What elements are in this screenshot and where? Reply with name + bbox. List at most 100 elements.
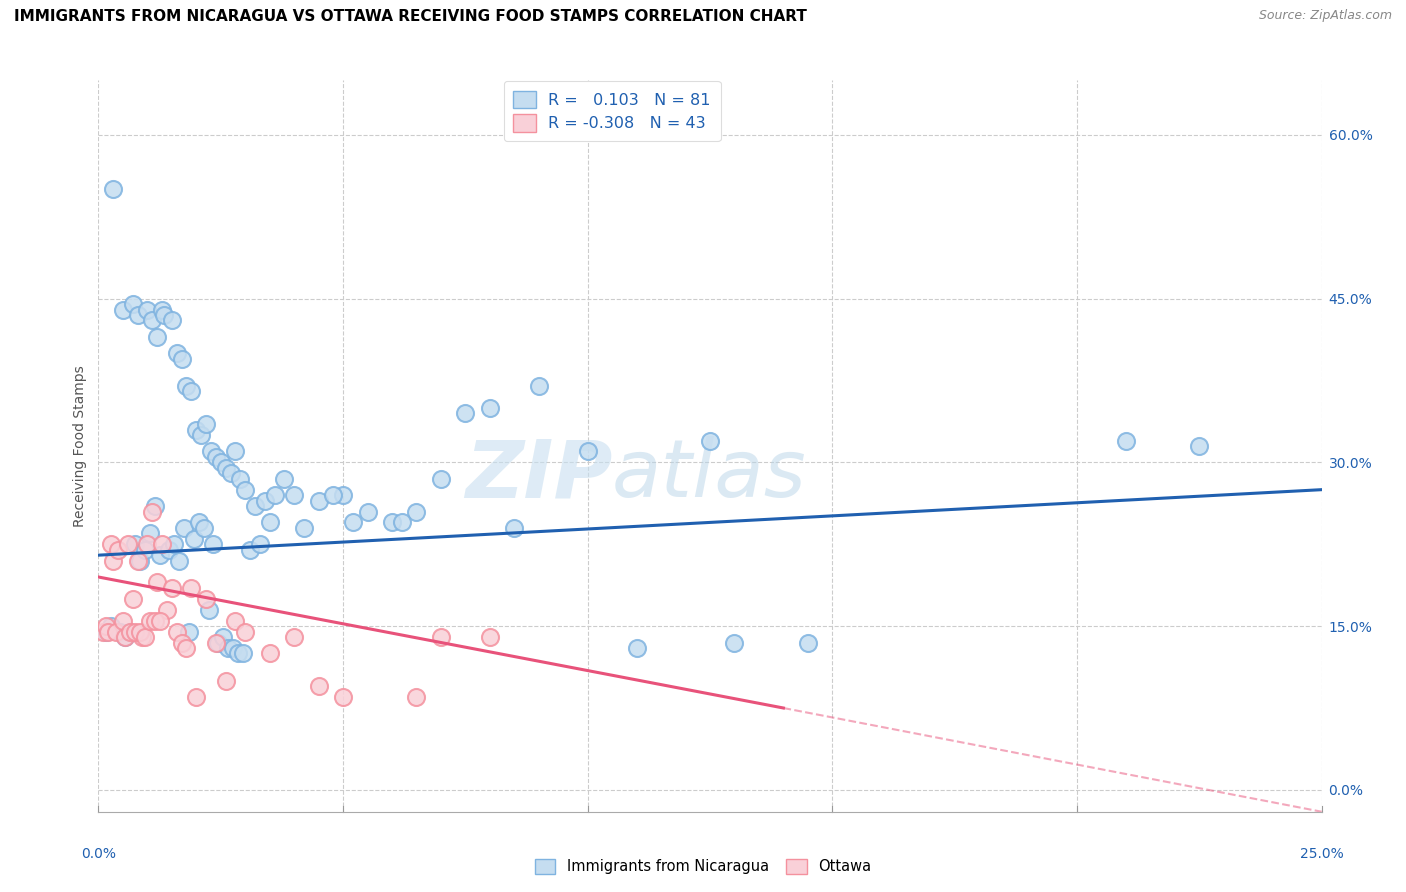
Point bbox=[91, 624, 114, 639]
Point bbox=[224, 614, 246, 628]
Point bbox=[146, 330, 169, 344]
Point bbox=[576, 444, 599, 458]
Point bbox=[100, 619, 122, 633]
Point bbox=[124, 537, 146, 551]
Point bbox=[239, 542, 262, 557]
Point bbox=[292, 521, 315, 535]
Point bbox=[273, 472, 295, 486]
Point bbox=[127, 308, 149, 322]
Point bbox=[226, 647, 249, 661]
Point bbox=[253, 493, 276, 508]
Point bbox=[202, 537, 225, 551]
Point bbox=[180, 581, 202, 595]
Point bbox=[129, 624, 152, 639]
Point bbox=[163, 537, 186, 551]
Point bbox=[193, 521, 215, 535]
Point bbox=[143, 499, 166, 513]
Point bbox=[186, 423, 208, 437]
Point bbox=[131, 630, 153, 644]
Point bbox=[209, 455, 232, 469]
Text: 25.0%: 25.0% bbox=[1299, 847, 1344, 862]
Point bbox=[259, 516, 281, 530]
Point bbox=[195, 591, 218, 606]
Point bbox=[136, 302, 159, 317]
Point bbox=[233, 624, 256, 639]
Point bbox=[101, 182, 124, 196]
Point bbox=[322, 488, 344, 502]
Point bbox=[100, 537, 122, 551]
Point bbox=[150, 537, 173, 551]
Point bbox=[117, 537, 139, 551]
Point bbox=[233, 483, 256, 497]
Point bbox=[94, 624, 117, 639]
Point bbox=[405, 690, 427, 704]
Legend: R =   0.103   N = 81, R = -0.308   N = 43: R = 0.103 N = 81, R = -0.308 N = 43 bbox=[503, 81, 721, 141]
Legend: Immigrants from Nicaragua, Ottawa: Immigrants from Nicaragua, Ottawa bbox=[529, 853, 877, 880]
Point bbox=[134, 542, 156, 557]
Point bbox=[166, 346, 188, 360]
Point bbox=[110, 624, 132, 639]
Point bbox=[478, 401, 501, 415]
Point bbox=[205, 450, 228, 464]
Point bbox=[797, 635, 820, 649]
Point bbox=[626, 640, 648, 655]
Point bbox=[153, 308, 176, 322]
Point bbox=[214, 460, 236, 475]
Text: ZIP: ZIP bbox=[465, 436, 612, 515]
Point bbox=[249, 537, 271, 551]
Point bbox=[134, 630, 156, 644]
Point bbox=[503, 521, 526, 535]
Point bbox=[104, 624, 127, 639]
Point bbox=[283, 488, 305, 502]
Point bbox=[342, 516, 364, 530]
Point bbox=[111, 614, 134, 628]
Point bbox=[160, 313, 183, 327]
Point bbox=[121, 297, 143, 311]
Point bbox=[212, 630, 235, 644]
Point bbox=[180, 384, 202, 399]
Point bbox=[129, 554, 152, 568]
Point bbox=[699, 434, 721, 448]
Point bbox=[1188, 439, 1211, 453]
Point bbox=[183, 532, 205, 546]
Point bbox=[197, 603, 219, 617]
Point bbox=[101, 554, 124, 568]
Point bbox=[259, 647, 281, 661]
Point bbox=[139, 526, 162, 541]
Point bbox=[430, 472, 453, 486]
Text: 0.0%: 0.0% bbox=[82, 847, 115, 862]
Point bbox=[167, 554, 190, 568]
Point bbox=[149, 614, 172, 628]
Point bbox=[190, 428, 212, 442]
Point bbox=[176, 379, 198, 393]
Point bbox=[478, 630, 501, 644]
Point bbox=[157, 542, 180, 557]
Text: atlas: atlas bbox=[612, 436, 807, 515]
Point bbox=[527, 379, 550, 393]
Point bbox=[141, 504, 163, 518]
Point bbox=[332, 488, 354, 502]
Point bbox=[136, 537, 159, 551]
Point bbox=[430, 630, 453, 644]
Point bbox=[143, 614, 166, 628]
Point bbox=[283, 630, 305, 644]
Point bbox=[146, 575, 169, 590]
Point bbox=[222, 640, 245, 655]
Point bbox=[205, 635, 228, 649]
Point bbox=[139, 614, 162, 628]
Point bbox=[391, 516, 413, 530]
Point bbox=[177, 624, 200, 639]
Point bbox=[173, 521, 195, 535]
Point bbox=[214, 673, 236, 688]
Point bbox=[723, 635, 745, 649]
Point bbox=[224, 444, 246, 458]
Point bbox=[141, 313, 163, 327]
Point bbox=[1115, 434, 1137, 448]
Point bbox=[381, 516, 404, 530]
Point bbox=[229, 472, 252, 486]
Point bbox=[332, 690, 354, 704]
Point bbox=[219, 467, 242, 481]
Point bbox=[243, 499, 266, 513]
Point bbox=[308, 493, 330, 508]
Point bbox=[160, 581, 183, 595]
